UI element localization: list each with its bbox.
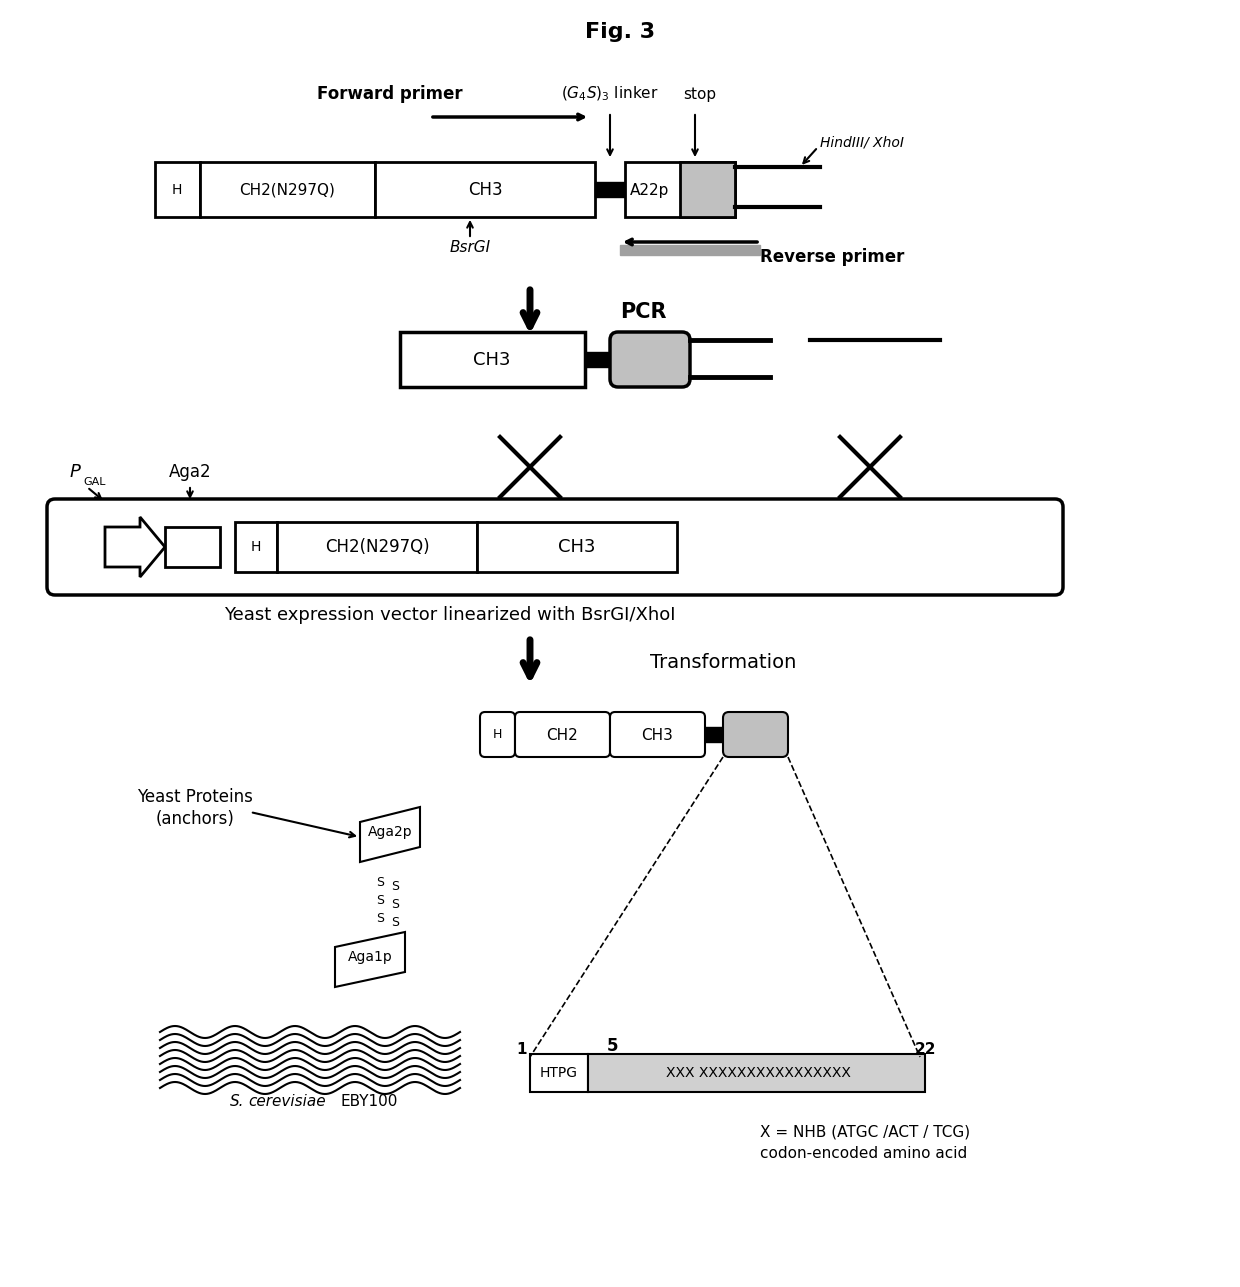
Text: stop: stop: [683, 86, 717, 102]
Text: CH2(N297Q): CH2(N297Q): [239, 183, 335, 197]
Text: Aga2p: Aga2p: [368, 825, 413, 839]
Text: HindIII/ XhoI: HindIII/ XhoI: [820, 135, 904, 149]
Bar: [680, 162, 735, 218]
Bar: [401, 332, 585, 387]
Bar: [706, 727, 723, 743]
Text: S.: S.: [229, 1094, 244, 1109]
Bar: [588, 1054, 925, 1091]
FancyBboxPatch shape: [610, 712, 706, 757]
Text: S: S: [376, 911, 384, 924]
Text: S: S: [391, 916, 399, 929]
FancyBboxPatch shape: [480, 712, 515, 757]
Polygon shape: [335, 932, 405, 987]
Text: CH2(N297Q): CH2(N297Q): [325, 538, 429, 556]
Text: H: H: [172, 183, 182, 197]
FancyBboxPatch shape: [47, 499, 1063, 595]
Text: HTPG: HTPG: [539, 1066, 578, 1080]
Text: Yeast Proteins: Yeast Proteins: [138, 788, 253, 806]
Text: 5: 5: [608, 1037, 619, 1055]
FancyBboxPatch shape: [515, 712, 610, 757]
Text: GAL: GAL: [84, 477, 107, 486]
Text: X = NHB (ATGC /ACT / TCG): X = NHB (ATGC /ACT / TCG): [760, 1125, 970, 1139]
Text: (anchors): (anchors): [155, 810, 234, 828]
Bar: [620, 245, 760, 255]
Text: XXX XXXXXXXXXXXXXXXX: XXX XXXXXXXXXXXXXXXX: [666, 1066, 851, 1080]
Text: BsrGI: BsrGI: [449, 239, 491, 255]
Text: EBY100: EBY100: [340, 1094, 397, 1109]
Text: S: S: [376, 875, 384, 888]
Bar: [236, 523, 277, 571]
Text: CH2: CH2: [546, 727, 578, 743]
Bar: [200, 162, 374, 218]
Polygon shape: [105, 517, 165, 577]
Text: CH3: CH3: [641, 727, 673, 743]
Text: 22: 22: [914, 1041, 936, 1057]
Text: Aga2: Aga2: [169, 463, 211, 481]
Text: Forward primer: Forward primer: [317, 85, 463, 103]
Text: Yeast expression vector linearized with BsrGI/XhoI: Yeast expression vector linearized with …: [224, 606, 676, 624]
Text: codon-encoded amino acid: codon-encoded amino acid: [760, 1147, 967, 1161]
Text: Aga1p: Aga1p: [347, 950, 392, 964]
Polygon shape: [360, 807, 420, 862]
Bar: [165, 526, 219, 568]
Text: S: S: [391, 898, 399, 911]
Text: CH3: CH3: [467, 181, 502, 199]
Text: A22p: A22p: [630, 183, 670, 197]
Bar: [625, 162, 735, 218]
Text: cerevisiae: cerevisiae: [248, 1094, 326, 1109]
Text: $P$: $P$: [68, 463, 82, 481]
Text: 1: 1: [517, 1041, 527, 1057]
Text: CH3: CH3: [558, 538, 595, 556]
FancyBboxPatch shape: [723, 712, 787, 757]
FancyBboxPatch shape: [610, 332, 689, 387]
Bar: [477, 523, 677, 571]
Bar: [155, 162, 200, 218]
Bar: [529, 1054, 588, 1091]
Text: H: H: [250, 541, 262, 553]
Text: Reverse primer: Reverse primer: [760, 248, 904, 266]
Bar: [277, 523, 477, 571]
Text: CH3: CH3: [474, 351, 511, 369]
Text: $(G_4S)_3$ linker: $(G_4S)_3$ linker: [562, 85, 658, 103]
Text: S: S: [376, 893, 384, 906]
Text: Transformation: Transformation: [650, 653, 796, 672]
Text: Fig. 3: Fig. 3: [585, 22, 655, 42]
Text: S: S: [391, 880, 399, 893]
Bar: [374, 162, 595, 218]
Bar: [595, 181, 625, 197]
Bar: [585, 353, 610, 367]
Text: PCR: PCR: [620, 302, 667, 322]
Text: H: H: [492, 728, 502, 741]
